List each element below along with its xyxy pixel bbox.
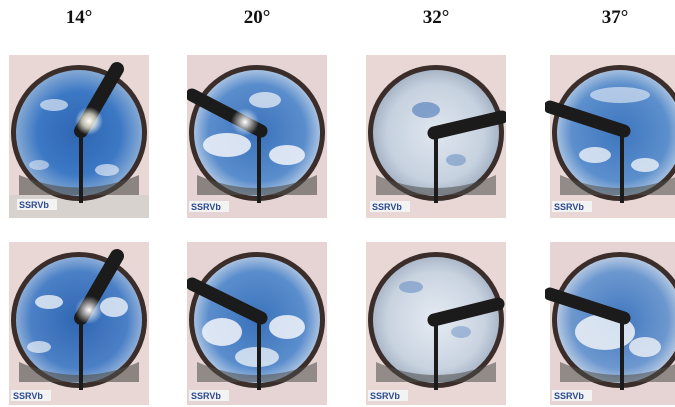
column-header-2: 20° [243, 7, 271, 28]
sky-image-graphic: SSRVb [366, 55, 506, 218]
camera-logo: SSRVb [372, 202, 402, 212]
camera-logo: SSRVb [19, 200, 49, 210]
camera-logo: SSRVb [191, 391, 221, 401]
sky-image-graphic: SSRVb [187, 55, 327, 218]
sky-image-row1-col4: SSRVb [545, 55, 675, 218]
sky-image-graphic: SSRVb [545, 55, 675, 218]
camera-logo: SSRVb [554, 391, 584, 401]
column-header-3: 32° [422, 7, 450, 28]
camera-logo: SSRVb [554, 202, 584, 212]
sky-image-graphic: SSRVb [187, 242, 327, 405]
column-header-1: 14° [65, 7, 93, 28]
camera-logo: SSRVb [370, 391, 400, 401]
sky-image-graphic: SSRVb [545, 242, 675, 405]
camera-logo: SSRVb [191, 202, 221, 212]
sky-image-row2-col4: SSRVb [545, 242, 675, 405]
sky-image-row1-col1: SSRVb [9, 55, 149, 218]
camera-logo: SSRVb [13, 391, 43, 401]
sky-image-graphic: SSRVb [366, 242, 506, 405]
sky-image-row2-col2: SSRVb [187, 242, 327, 405]
sky-image-row2-col3: SSRVb [366, 242, 506, 405]
sky-image-graphic: SSRVb [9, 55, 149, 218]
sky-image-row1-col3: SSRVb [366, 55, 506, 218]
column-header-4: 37° [601, 7, 629, 28]
sky-image-graphic: SSRVb [9, 242, 149, 405]
sky-image-row2-col1: SSRVb [9, 242, 149, 405]
sky-image-row1-col2: SSRVb [187, 55, 327, 218]
